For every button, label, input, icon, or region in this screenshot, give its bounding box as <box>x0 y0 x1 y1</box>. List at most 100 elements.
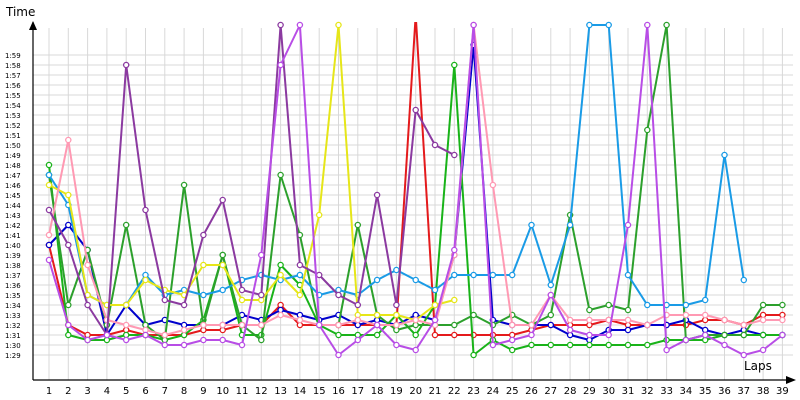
x-tick-label: 13 <box>274 386 287 397</box>
x-tick-label: 20 <box>409 386 422 397</box>
y-tick-label: 1:54 <box>5 102 21 110</box>
data-point <box>740 276 748 284</box>
data-point <box>508 346 516 354</box>
data-point <box>219 321 226 329</box>
data-point <box>219 251 226 259</box>
data-point <box>451 151 458 159</box>
data-point <box>354 301 362 309</box>
data-point <box>45 206 53 214</box>
data-point <box>84 301 91 309</box>
data-point <box>779 316 786 324</box>
y-tick-label: 1:36 <box>5 282 21 290</box>
data-point <box>508 321 516 329</box>
data-point <box>65 241 72 249</box>
x-tick-label: 31 <box>622 386 635 397</box>
data-point <box>65 221 72 229</box>
data-point <box>412 346 419 354</box>
data-point <box>566 221 574 229</box>
y-tick-label: 1:32 <box>5 322 21 330</box>
series-line <box>45 21 458 339</box>
y-tick-label: 1:43 <box>5 212 21 220</box>
x-tick-label: 29 <box>583 386 596 397</box>
data-point <box>470 351 477 359</box>
x-axis-label: Laps <box>744 359 772 373</box>
data-point <box>721 151 728 159</box>
x-tick-label: 15 <box>313 386 326 397</box>
data-point <box>451 321 458 329</box>
data-point <box>624 341 632 349</box>
data-point <box>277 21 284 29</box>
data-point <box>451 296 458 304</box>
axes <box>29 21 796 384</box>
y-tick-label: 1:56 <box>5 82 21 90</box>
x-tick-label: 26 <box>525 386 538 397</box>
data-point <box>605 331 612 339</box>
data-point <box>528 331 535 339</box>
x-tick-label: 17 <box>351 386 364 397</box>
x-tick-label: 35 <box>699 386 712 397</box>
data-point <box>335 351 342 359</box>
y-tick-label: 1:29 <box>5 352 21 360</box>
data-point <box>547 321 555 329</box>
data-point <box>489 341 497 349</box>
data-point <box>65 321 72 329</box>
data-point <box>393 301 400 309</box>
data-point <box>84 336 91 344</box>
data-point <box>180 341 188 349</box>
data-point <box>547 311 555 319</box>
data-point <box>161 341 169 349</box>
data-point <box>200 261 207 269</box>
data-point <box>470 21 477 29</box>
data-point <box>605 21 612 29</box>
x-tick-label: 4 <box>104 386 110 397</box>
data-point <box>258 336 265 344</box>
data-point <box>122 221 130 229</box>
x-tick-label: 36 <box>718 386 731 397</box>
data-point <box>103 331 111 339</box>
data-point <box>296 271 304 279</box>
data-point <box>122 321 130 329</box>
x-tick-label: 27 <box>544 386 557 397</box>
x-tick-label: 21 <box>429 386 442 397</box>
data-point <box>373 191 381 199</box>
x-tick-label: 8 <box>181 386 187 397</box>
data-point <box>200 321 207 329</box>
data-point <box>335 331 342 339</box>
data-point <box>393 341 400 349</box>
y-tick-label: 1:57 <box>5 72 21 80</box>
y-tick-label: 1:44 <box>5 202 21 210</box>
data-point <box>586 316 593 324</box>
x-tick-label: 5 <box>123 386 129 397</box>
y-tick-label: 1:45 <box>5 192 21 200</box>
data-point <box>740 321 748 329</box>
data-point <box>393 321 400 329</box>
data-point <box>161 296 169 304</box>
y-tick-label: 1:34 <box>5 302 21 310</box>
x-tick-label: 30 <box>602 386 615 397</box>
y-tick-label: 1:59 <box>5 52 21 60</box>
data-point <box>566 326 574 334</box>
x-tick-label: 33 <box>660 386 673 397</box>
data-point <box>45 171 53 179</box>
data-point <box>296 21 304 29</box>
data-point <box>373 311 381 319</box>
data-point <box>180 301 188 309</box>
data-point <box>122 301 130 309</box>
x-tick-label: 24 <box>487 386 500 397</box>
data-point <box>605 301 612 309</box>
data-point <box>451 271 458 279</box>
x-tick-label: 18 <box>371 386 384 397</box>
data-point <box>624 306 632 314</box>
data-point <box>644 321 651 329</box>
data-point <box>161 331 169 339</box>
data-point <box>238 321 246 329</box>
x-tick-labels: 1 2 3 4 5 6 7 8 9 10 11 12 13 14 15 16 17 18 19 20 21 22 23 24 2… <box>46 386 789 397</box>
data-point <box>200 291 207 299</box>
data-point <box>586 331 593 339</box>
data-point <box>644 301 651 309</box>
data-point <box>373 321 381 329</box>
data-point <box>431 141 439 149</box>
data-point <box>489 181 497 189</box>
data-point <box>45 241 53 249</box>
x-axis-arrow <box>786 376 796 384</box>
